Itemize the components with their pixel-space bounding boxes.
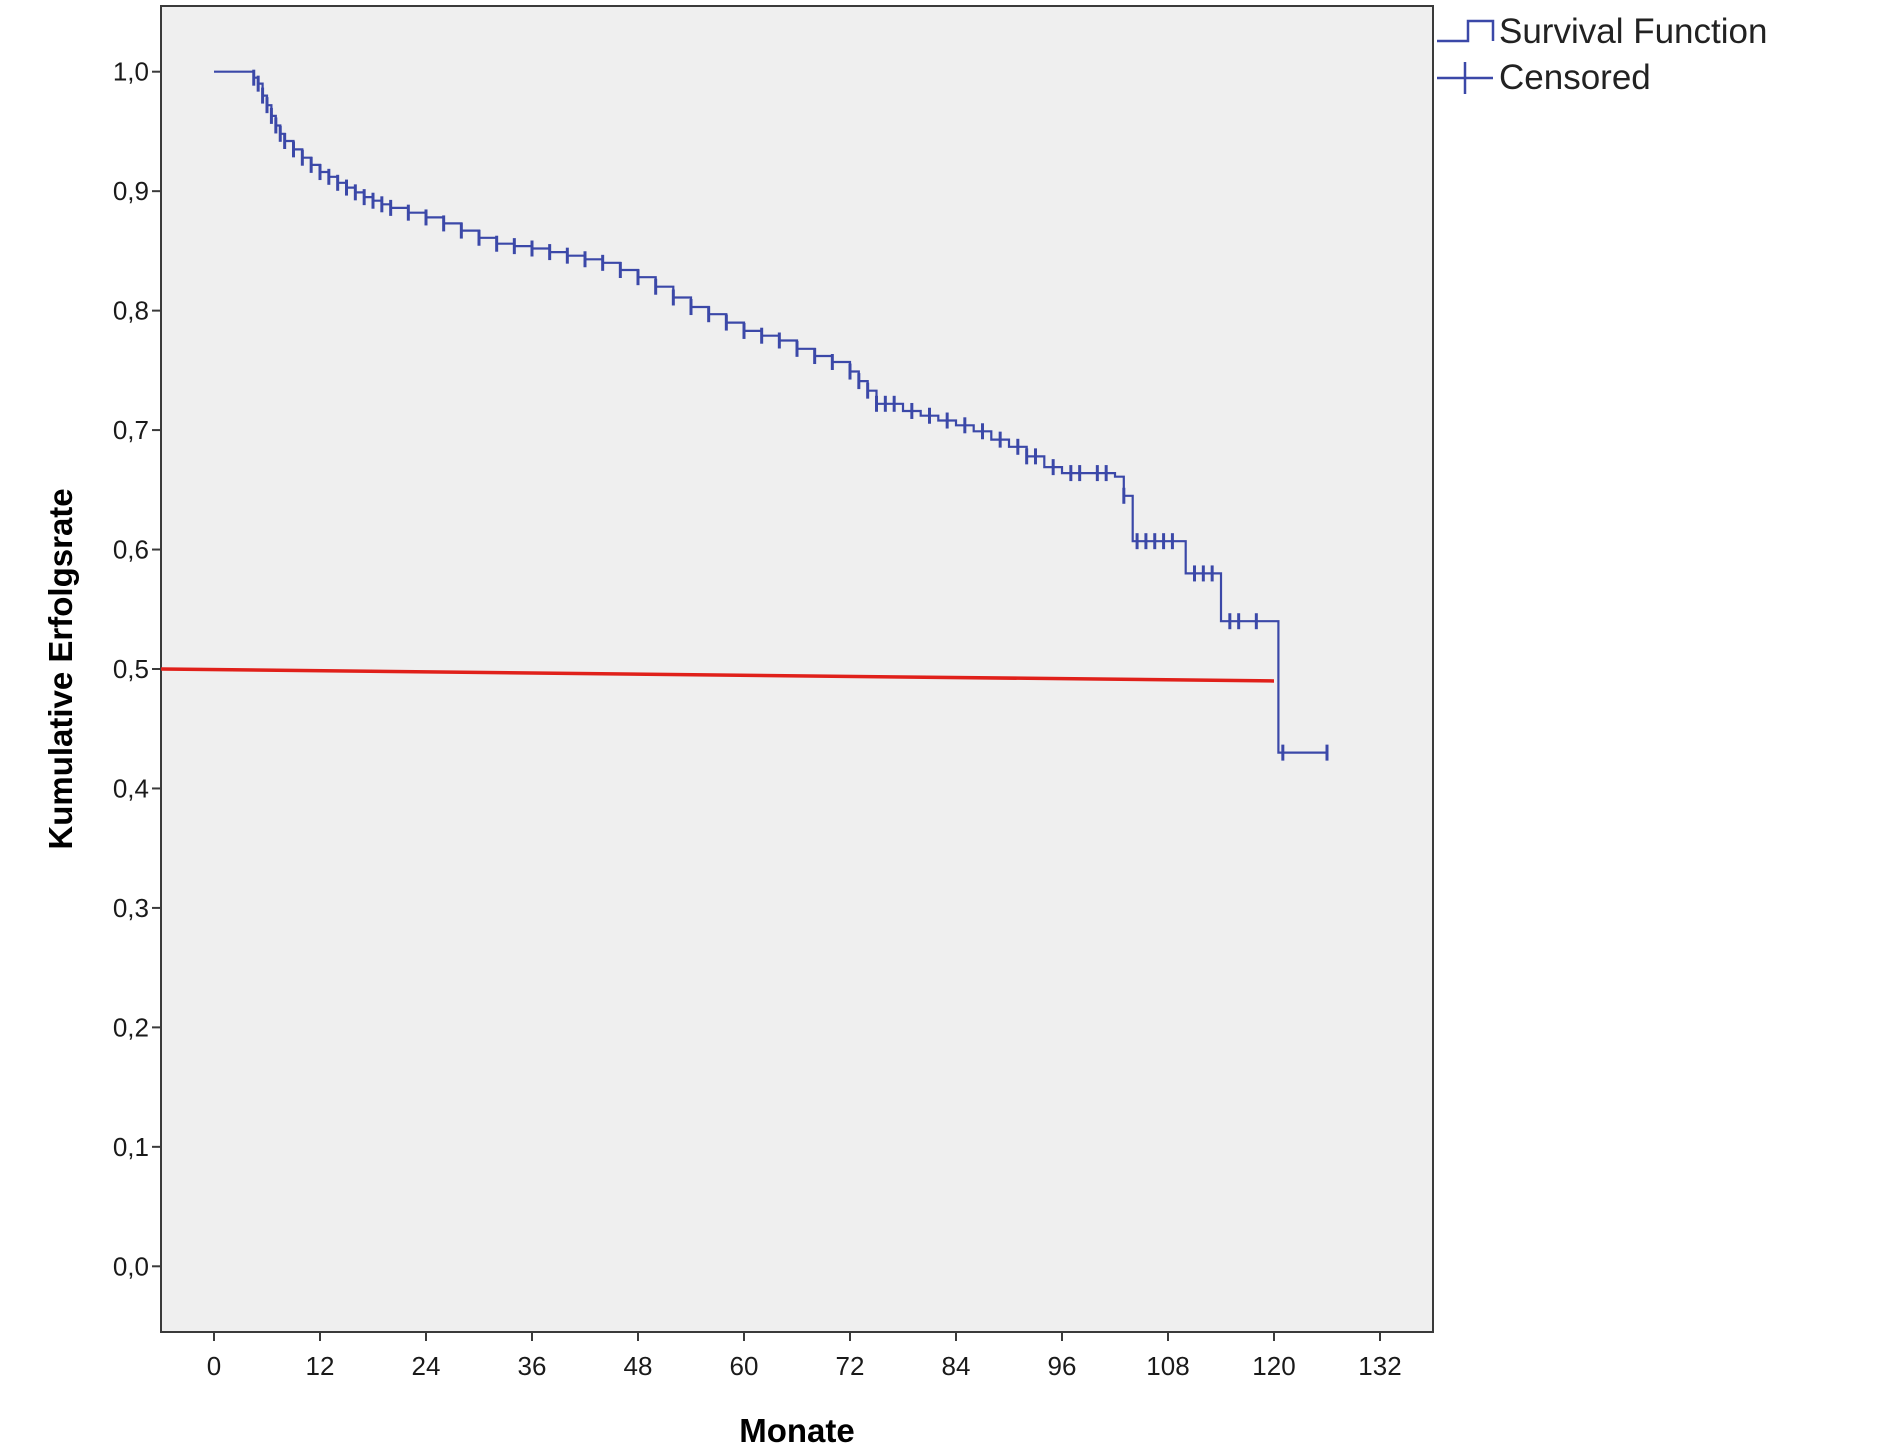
series-layer — [160, 69, 1329, 761]
y-tick-label: 0,0 — [113, 1251, 149, 1281]
x-axis-title: Monate — [739, 1412, 855, 1449]
reference-line — [160, 667, 1275, 683]
x-tick-label: 60 — [730, 1351, 759, 1381]
y-tick-label: 0,9 — [113, 176, 149, 206]
y-tick-label: 1,0 — [113, 57, 149, 87]
x-tick-label: 48 — [624, 1351, 653, 1381]
x-axis: 0 12 24 36 48 60 72 84 96 108 120 132 — [207, 1332, 1402, 1381]
y-tick-label: 0,8 — [113, 296, 149, 326]
x-tick-label: 36 — [518, 1351, 547, 1381]
legend: Survival Function Censored — [1437, 12, 1767, 97]
legend-label-censored: Censored — [1499, 58, 1651, 97]
legend-item-survival-function: Survival Function — [1437, 12, 1767, 51]
x-tick-label: 96 — [1048, 1351, 1077, 1381]
step-line-icon — [1437, 19, 1495, 43]
y-tick-label: 0,1 — [113, 1132, 149, 1162]
x-tick-label: 24 — [412, 1351, 441, 1381]
x-tick-label: 84 — [942, 1351, 971, 1381]
y-tick-label: 0,6 — [113, 535, 149, 565]
y-axis: 0,0 0,1 0,2 0,3 0,4 0,5 0,6 0,7 0,8 0,9 1,0 — [113, 57, 161, 1281]
y-tick-label: 0,5 — [113, 654, 149, 684]
y-tick-label: 0,4 — [113, 773, 149, 803]
plot-area — [160, 5, 1434, 1333]
x-tick-label: 12 — [306, 1351, 335, 1381]
x-tick-label: 72 — [836, 1351, 865, 1381]
y-tick-label: 0,3 — [113, 893, 149, 923]
legend-label-survival-function: Survival Function — [1499, 12, 1767, 51]
x-tick-label: 120 — [1252, 1351, 1295, 1381]
y-tick-label: 0,7 — [113, 415, 149, 445]
y-axis-title: Kumulative Erfolgsrate — [42, 488, 79, 849]
x-tick-label: 0 — [207, 1351, 221, 1381]
x-tick-label: 108 — [1146, 1351, 1189, 1381]
legend-item-censored: Censored — [1437, 58, 1651, 97]
y-tick-label: 0,2 — [113, 1012, 149, 1042]
x-tick-label: 132 — [1358, 1351, 1401, 1381]
censor-mark-icon — [1437, 62, 1493, 94]
